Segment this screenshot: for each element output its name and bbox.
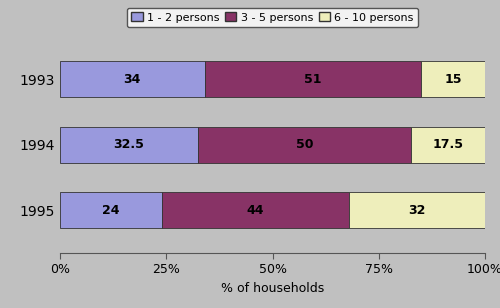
Bar (60, 192, 162, 228)
Bar (162, 192, 349, 228)
Bar (410, 127, 485, 163)
Text: 32: 32 (408, 204, 426, 217)
Text: 44: 44 (247, 204, 264, 217)
Text: 24: 24 (102, 204, 120, 217)
Text: 50: 50 (296, 138, 313, 151)
Text: 34: 34 (124, 73, 141, 86)
Bar (421, 62, 485, 97)
Text: 32.5: 32.5 (114, 138, 144, 151)
Text: 17.5: 17.5 (432, 138, 464, 151)
Bar (60, 62, 204, 97)
Text: 51: 51 (304, 73, 322, 86)
Bar (204, 62, 421, 97)
Bar (60, 127, 198, 163)
Text: 15: 15 (444, 73, 462, 86)
Bar (349, 192, 485, 228)
Bar (198, 127, 410, 163)
Legend: 1 - 2 persons, 3 - 5 persons, 6 - 10 persons: 1 - 2 persons, 3 - 5 persons, 6 - 10 per… (127, 8, 418, 27)
X-axis label: % of households: % of households (221, 282, 324, 294)
